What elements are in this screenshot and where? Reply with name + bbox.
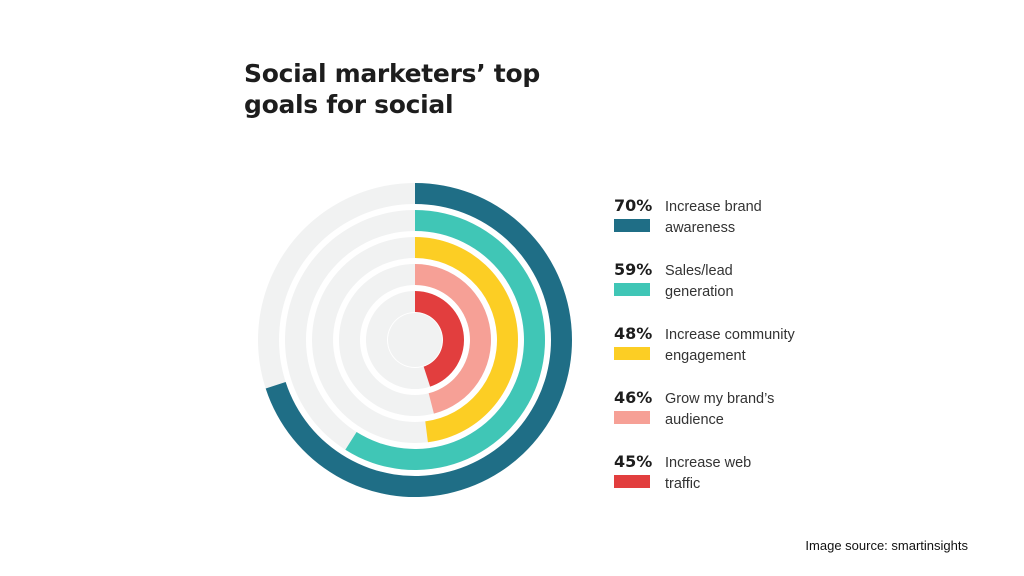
ring-bar-increase-web-traffic <box>415 291 464 387</box>
legend-value-web-traffic: 45% <box>614 452 653 471</box>
legend-label-line: engagement <box>665 348 746 364</box>
legend-label-line: Grow my brand’s <box>665 391 775 407</box>
legend-label-brand-awareness: Increase brand awareness <box>665 197 845 239</box>
chart-legend: 70% Increase brand awareness 59% Sales/l… <box>614 196 854 516</box>
legend-label-line: Sales/lead <box>665 263 733 279</box>
legend-swatch-sales-lead <box>614 283 650 296</box>
legend-label-line: Increase community <box>665 327 795 343</box>
ring-bar-sales-lead-generation <box>345 210 545 470</box>
legend-label-line: Increase web <box>665 455 752 471</box>
chart-center-hub <box>388 313 442 367</box>
legend-item-community-engagement: 48% Increase community engagement <box>614 324 854 388</box>
chart-title-line-2: goals for social <box>244 90 454 119</box>
legend-label-community-engagement: Increase community engagement <box>665 325 845 367</box>
legend-label-sales-lead: Sales/lead generation <box>665 261 845 303</box>
legend-label-line: Increase brand <box>665 199 762 215</box>
legend-label-line: traffic <box>665 476 701 492</box>
legend-swatch-community-engagement <box>614 347 650 360</box>
legend-item-web-traffic: 45% Increase web traffic <box>614 452 854 516</box>
legend-value-brand-audience: 46% <box>614 388 653 407</box>
legend-label-line: awareness <box>665 220 736 236</box>
legend-item-brand-awareness: 70% Increase brand awareness <box>614 196 854 260</box>
legend-label-web-traffic: Increase web traffic <box>665 453 845 495</box>
ring-bar-grow-my-brand-s-audience <box>415 264 491 414</box>
chart-title-line-1: Social marketers’ top <box>244 59 540 88</box>
legend-label-brand-audience: Grow my brand’s audience <box>665 389 845 431</box>
legend-label-line: generation <box>665 284 734 300</box>
legend-swatch-brand-awareness <box>614 219 650 232</box>
legend-swatch-web-traffic <box>614 475 650 488</box>
legend-value-brand-awareness: 70% <box>614 196 653 215</box>
legend-swatch-brand-audience <box>614 411 650 424</box>
chart-title: Social marketers’ top goals for social <box>244 58 564 120</box>
legend-label-line: audience <box>665 412 724 428</box>
ring-bar-increase-community-engagement <box>415 237 519 443</box>
legend-item-sales-lead: 59% Sales/lead generation <box>614 260 854 324</box>
image-source-credit: Image source: smartinsights <box>805 538 968 553</box>
legend-item-brand-audience: 46% Grow my brand’s audience <box>614 388 854 452</box>
legend-value-sales-lead: 59% <box>614 260 653 279</box>
legend-value-community-engagement: 48% <box>614 324 653 343</box>
